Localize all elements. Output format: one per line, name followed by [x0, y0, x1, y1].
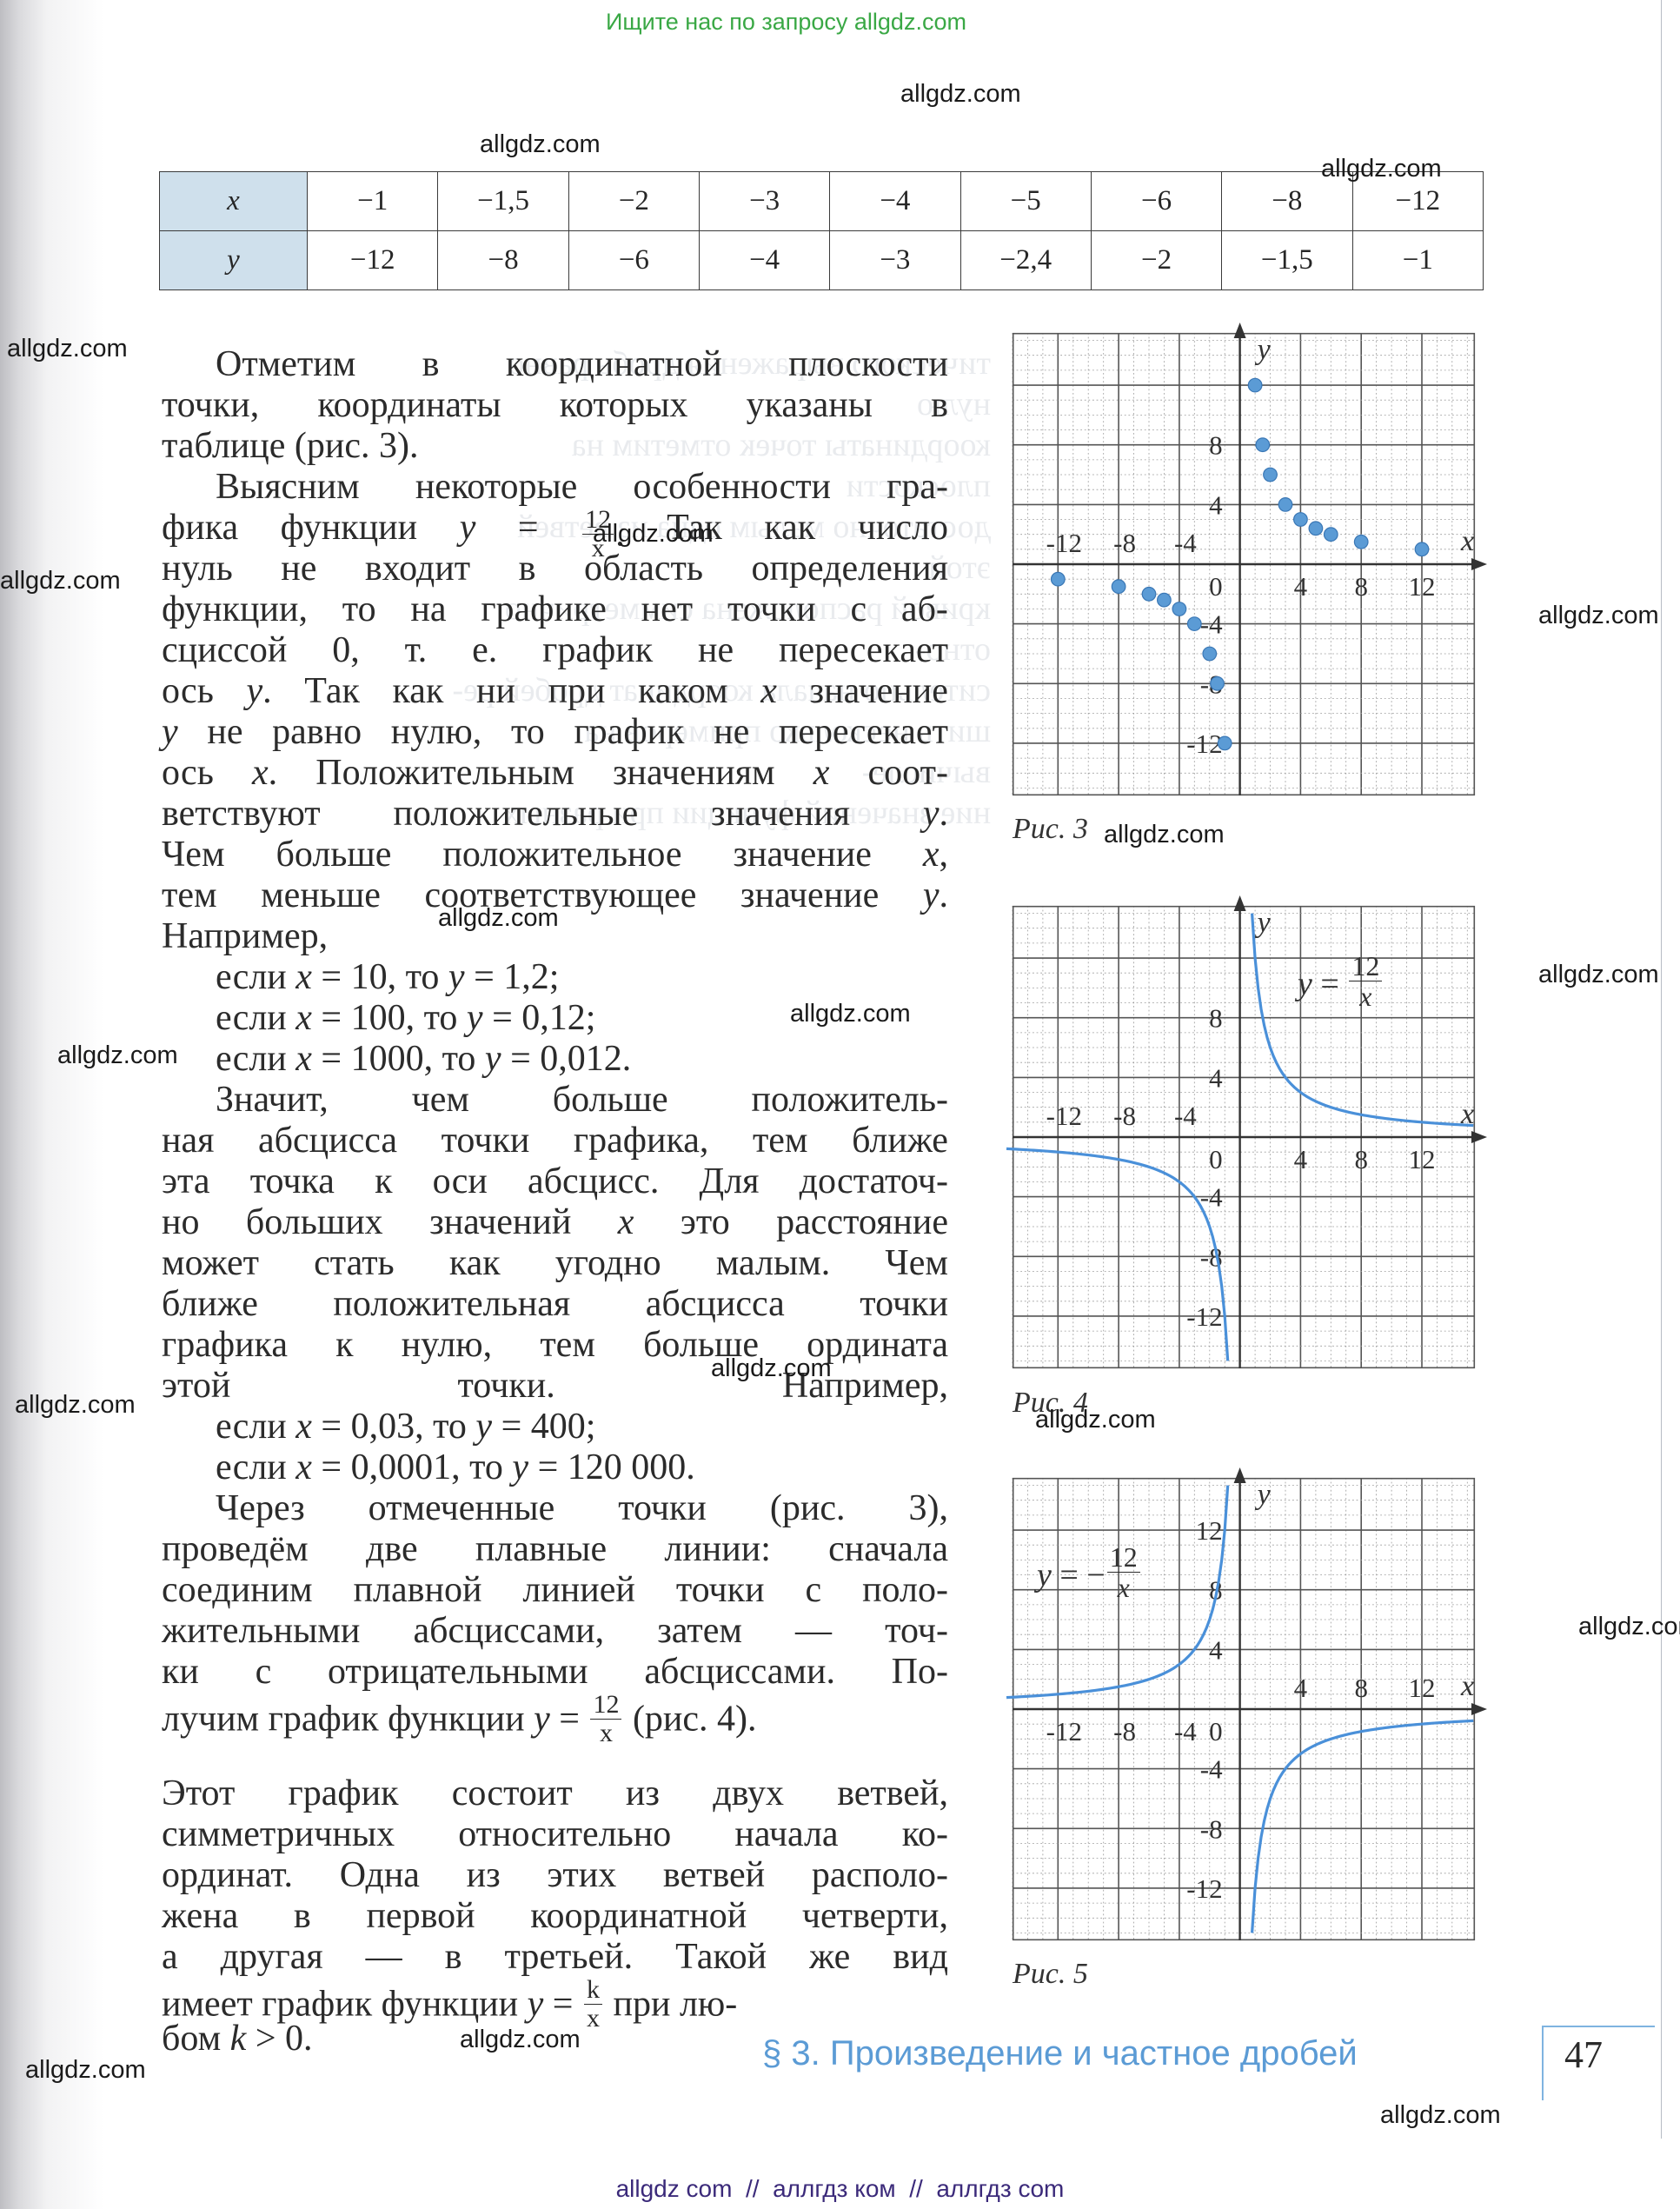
- svg-text:-12: -12: [1186, 729, 1222, 759]
- svg-text:8: 8: [1209, 430, 1223, 461]
- svg-text:12: 12: [1196, 1515, 1223, 1546]
- svg-text:4: 4: [1294, 571, 1308, 602]
- svg-text:4: 4: [1209, 489, 1223, 520]
- svg-text:-4: -4: [1174, 1716, 1197, 1747]
- svg-text:4: 4: [1209, 1062, 1223, 1093]
- svg-text:-4: -4: [1200, 609, 1223, 640]
- svg-text:8: 8: [1354, 571, 1368, 602]
- svg-text:y: y: [1255, 1479, 1272, 1511]
- svg-text:-12: -12: [1186, 1301, 1222, 1332]
- svg-text:-4: -4: [1200, 1182, 1223, 1213]
- svg-text:-8: -8: [1113, 1101, 1136, 1131]
- svg-text:-4: -4: [1174, 528, 1197, 558]
- svg-text:-12: -12: [1186, 1873, 1222, 1904]
- svg-text:0: 0: [1209, 1716, 1223, 1747]
- svg-text:x: x: [1460, 1670, 1474, 1702]
- svg-text:0: 0: [1209, 571, 1223, 602]
- svg-text:12: 12: [1409, 1144, 1436, 1174]
- svg-text:-8: -8: [1200, 1813, 1223, 1844]
- svg-text:4: 4: [1209, 1634, 1223, 1665]
- svg-text:-4: -4: [1174, 1101, 1197, 1131]
- svg-text:4: 4: [1294, 1144, 1308, 1174]
- svg-text:y: y: [1255, 907, 1272, 939]
- svg-text:-12: -12: [1046, 1716, 1082, 1747]
- svg-text:x: x: [1460, 525, 1474, 557]
- svg-text:8: 8: [1209, 1003, 1223, 1034]
- svg-text:-12: -12: [1046, 528, 1082, 558]
- svg-text:8: 8: [1354, 1144, 1368, 1174]
- svg-text:4: 4: [1294, 1673, 1308, 1703]
- svg-text:12: 12: [1409, 1673, 1436, 1703]
- svg-text:-8: -8: [1113, 1716, 1136, 1747]
- svg-text:12: 12: [1409, 571, 1436, 602]
- svg-text:y: y: [1255, 334, 1272, 366]
- svg-text:-12: -12: [1046, 1101, 1082, 1131]
- svg-text:-4: -4: [1200, 1754, 1223, 1785]
- svg-text:-8: -8: [1113, 528, 1136, 558]
- svg-text:8: 8: [1354, 1673, 1368, 1703]
- svg-text:0: 0: [1209, 1144, 1223, 1174]
